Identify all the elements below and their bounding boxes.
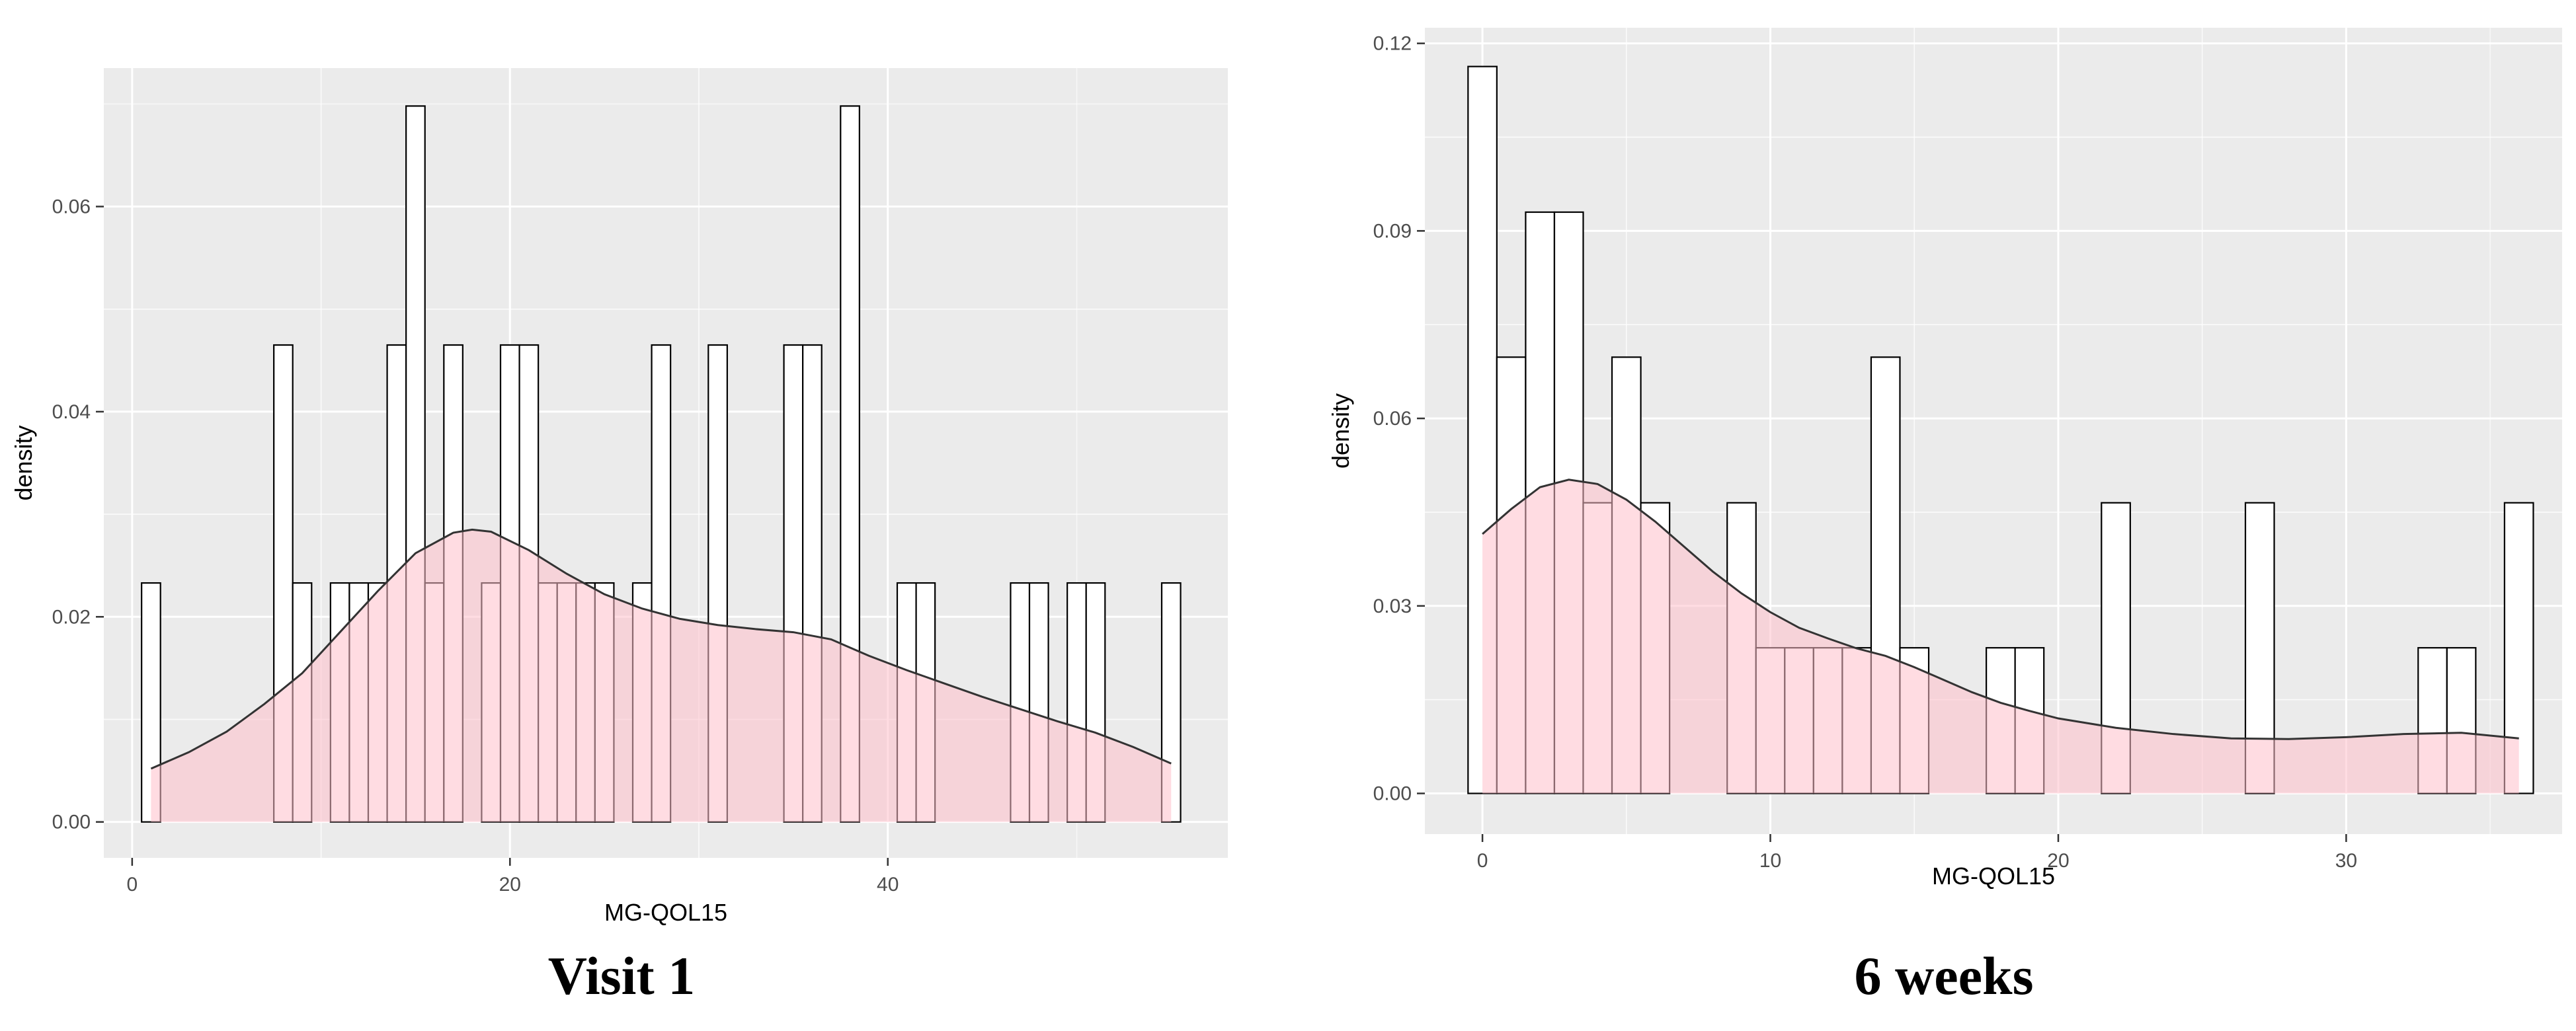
histogram-panel-6-weeks: 0 10 20 30 0.00 0.03 0.06 0.09 0.12 MG-QOL15 densi…: [1327, 28, 2562, 890]
density-line: [1482, 478, 2519, 740]
y-axis-title: density: [10, 425, 37, 500]
x-tick-label: 10: [1759, 850, 1781, 872]
x-tick-label: 20: [499, 874, 521, 896]
density-area: [1482, 479, 2519, 794]
density-line: [150, 528, 1172, 770]
y-tick-label: 0.02: [52, 606, 91, 628]
y-axis-title: density: [1327, 393, 1354, 469]
x-tick-label: 0: [1477, 850, 1488, 872]
density-area: [151, 529, 1172, 822]
y-tick-label: 0.06: [1373, 408, 1412, 430]
y-tick-label: 0.12: [1373, 33, 1412, 55]
y-tick-label: 0.00: [1373, 783, 1412, 805]
x-tick-label: 20: [2047, 850, 2069, 872]
y-tick-label: 0.03: [1373, 595, 1412, 617]
y-tick-label: 0.06: [52, 196, 91, 218]
y-tick-label: 0.00: [52, 812, 91, 833]
y-tick-label: 0.04: [52, 401, 91, 423]
x-axis-title: MG-QOL15: [604, 899, 727, 926]
caption-6-weeks: 6 weeks: [1854, 946, 2034, 1006]
y-tick-label: 0.09: [1373, 220, 1412, 242]
x-tick-label: 40: [877, 874, 899, 896]
x-axis-title: MG-QOL15: [1932, 862, 2055, 890]
x-tick-label: 30: [2335, 850, 2357, 872]
caption-visit-1: Visit 1: [547, 946, 696, 1006]
histogram-panel-visit-1: 0 20 40 0.00 0.02 0.04 0.06 MG-QOL15 density: [10, 68, 1228, 926]
x-tick-label: 0: [127, 874, 138, 896]
